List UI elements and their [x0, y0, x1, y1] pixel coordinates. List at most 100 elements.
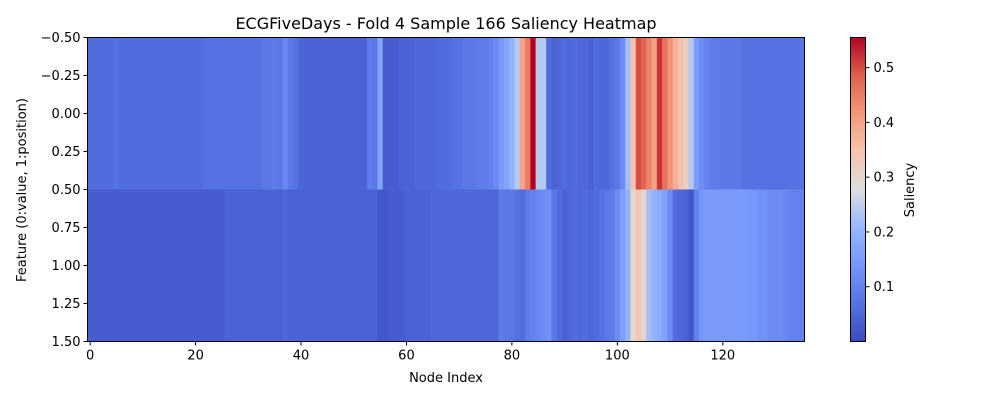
heatmap-cell: [245, 189, 252, 342]
heatmap-cells: [87, 37, 805, 342]
heatmap-cell: [730, 37, 737, 190]
heatmap-cell: [730, 189, 737, 342]
heatmap-cell: [583, 37, 589, 190]
heatmap-cell: [588, 37, 595, 190]
heatmap-cell: [609, 189, 616, 342]
heatmap-cell: [778, 189, 784, 342]
heatmap-cell: [519, 189, 526, 342]
heatmap-cell: [604, 37, 610, 190]
heatmap-cell: [335, 189, 341, 342]
y-tick-label: 1.25: [52, 297, 81, 312]
heatmap-cell: [156, 37, 162, 190]
heatmap-cell: [546, 189, 552, 342]
heatmap-cell: [303, 37, 310, 190]
heatmap-cell: [277, 37, 283, 190]
heatmap-cell: [467, 37, 473, 190]
x-axis-label: Node Index: [409, 371, 483, 386]
heatmap-cell: [272, 37, 278, 190]
heatmap-cell: [87, 189, 94, 342]
heatmap-cell: [757, 37, 763, 190]
heatmap-cell: [319, 37, 326, 190]
heatmap-cell: [192, 37, 199, 190]
heatmap-cell: [656, 189, 663, 342]
heatmap-cell: [351, 189, 357, 342]
heatmap-cell: [641, 37, 647, 190]
heatmap-cell: [293, 189, 299, 342]
heatmap-cell: [219, 37, 225, 190]
heatmap-cell: [192, 189, 199, 342]
heatmap-cell: [688, 37, 695, 190]
heatmap-cell: [561, 189, 568, 342]
heatmap-cell: [625, 189, 631, 342]
heatmap-cell: [229, 189, 236, 342]
heatmap-cell: [250, 37, 257, 190]
heatmap-cell: [287, 189, 294, 342]
heatmap-cell: [614, 37, 621, 190]
heatmap-cell: [514, 189, 521, 342]
heatmap-cell: [308, 37, 315, 190]
heatmap-cell: [256, 37, 262, 190]
heatmap-cell: [298, 189, 305, 342]
heatmap-cell: [567, 189, 573, 342]
heatmap-cell: [783, 37, 790, 190]
heatmap-cell: [261, 189, 268, 342]
heatmap-cell: [604, 189, 610, 342]
heatmap-cell: [419, 189, 426, 342]
heatmap-cell: [435, 37, 442, 190]
heatmap-cell: [683, 189, 689, 342]
heatmap-cell: [498, 37, 505, 190]
colorbar-tick-label: 0.3: [874, 171, 895, 186]
heatmap-cell: [540, 189, 547, 342]
heatmap-cell: [98, 189, 104, 342]
heatmap-cell: [187, 37, 194, 190]
heatmap-cell: [298, 37, 305, 190]
y-tick-label: 0.25: [52, 145, 81, 160]
heatmap-cell: [119, 37, 125, 190]
y-axis-label: Feature (0:value, 1:position): [15, 98, 30, 282]
heatmap-cell: [788, 37, 795, 190]
heatmap-cell: [414, 37, 421, 190]
y-tick-label: 1.00: [52, 259, 81, 274]
heatmap-cell: [229, 37, 236, 190]
heatmap-cell: [424, 189, 431, 342]
heatmap-cell: [124, 189, 131, 342]
heatmap-cell: [108, 37, 115, 190]
heatmap-cell: [625, 37, 631, 190]
heatmap-cell: [245, 37, 252, 190]
heatmap-cell: [677, 37, 684, 190]
heatmap-cell: [767, 37, 774, 190]
heatmap-cell: [266, 189, 273, 342]
heatmap-cell: [741, 37, 747, 190]
heatmap-cell: [530, 189, 537, 342]
heatmap-cell: [203, 189, 210, 342]
heatmap-cell: [451, 189, 457, 342]
heatmap-cell: [98, 37, 104, 190]
heatmap-cell: [709, 189, 716, 342]
heatmap-cell: [699, 189, 705, 342]
heatmap-cell: [166, 189, 173, 342]
heatmap-cell: [308, 189, 315, 342]
heatmap-cell: [509, 189, 515, 342]
heatmap-cell: [214, 189, 220, 342]
y-tick-label: 0.00: [52, 107, 81, 122]
heatmap-cell: [250, 189, 257, 342]
heatmap-cell: [319, 189, 326, 342]
heatmap-cell: [366, 189, 373, 342]
heatmap-cell: [709, 37, 716, 190]
heatmap-cell: [171, 189, 178, 342]
heatmap-cell: [150, 189, 157, 342]
y-tick-label: −0.25: [41, 69, 81, 84]
y-tick-label: −0.50: [41, 31, 81, 46]
heatmap-cell: [409, 37, 415, 190]
heatmap-cell: [720, 37, 726, 190]
heatmap-cell: [461, 189, 468, 342]
heatmap-cell: [461, 37, 468, 190]
heatmap-cell: [382, 37, 389, 190]
heatmap-cell: [551, 189, 558, 342]
heatmap-cell: [92, 37, 99, 190]
heatmap-cell: [398, 37, 405, 190]
heatmap-cell: [714, 189, 721, 342]
heatmap-cell: [693, 37, 700, 190]
heatmap-cell: [751, 189, 758, 342]
x-tick-label: 80: [504, 349, 521, 364]
